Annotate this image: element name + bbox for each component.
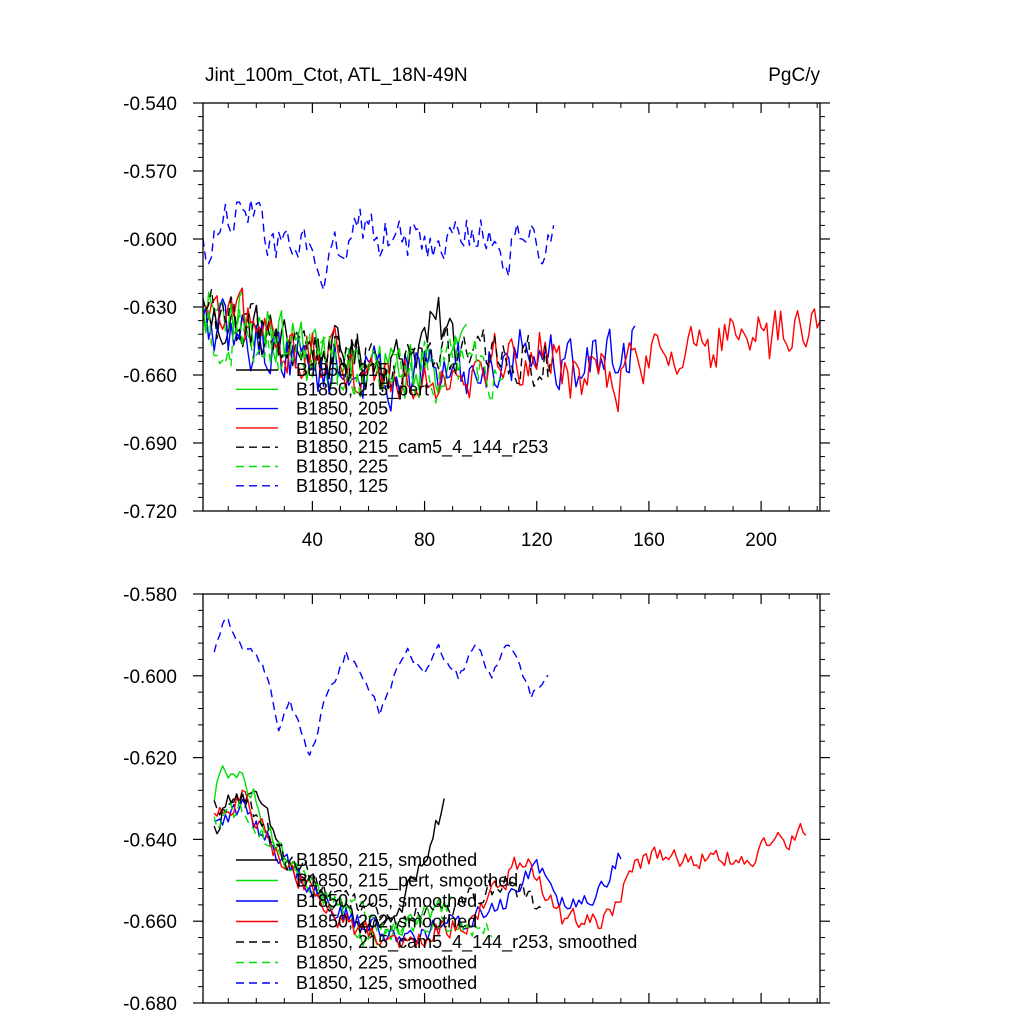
series-line-b1850-225 [202,308,504,404]
legend-label: B1850, 205 [296,399,388,419]
top-panel: Jint_100m_Ctot, ATL_18N-49N PgC/y 40 80 12… [123,65,830,551]
legend-label: B1850, 215 [296,360,388,380]
y-tick-label: -0.540 [123,94,177,115]
y-tick-label: -0.630 [123,298,177,319]
x-tick-label: 200 [745,530,777,551]
series-line-b1850-215-pert-smoothed [213,765,453,947]
legend-label: B1850, 225 [296,457,388,477]
y-tick-label: -0.580 [123,585,177,606]
y-tick-label: -0.600 [123,667,177,688]
y-tick-label: -0.570 [123,162,177,183]
x-tick-label: 160 [633,530,665,551]
x-tick-label: 40 [302,530,323,551]
legend-label: B1850, 215, smoothed [296,850,477,870]
series-line-b1850-202 [202,287,821,413]
legend-label: B1850, 205, smoothed [296,891,477,911]
x-tick-label: 120 [521,530,553,551]
top-panel-title: Jint_100m_Ctot, ATL_18N-49N [205,65,468,86]
top-panel-units: PgC/y [768,65,820,86]
series-line-b1850-202-smoothed [213,789,807,949]
legend-label: B1850, 215_cam5_4_144_r253, smoothed [296,932,637,953]
y-tick-label: -0.660 [123,912,177,933]
legend-label: B1850, 215_pert, smoothed [296,871,518,892]
legend-label: B1850, 225, smoothed [296,953,477,973]
legend-label: B1850, 202 [296,418,388,438]
y-tick-label: -0.660 [123,366,177,387]
bottom-panel: -0.580 -0.600 -0.620 -0.640 -0.660 -0.680 B18… [123,585,830,1015]
legend-label: B1850, 215_cam5_4_144_r253 [296,437,548,458]
legend-label: B1850, 125 [296,476,388,496]
y-tick-label: -0.690 [123,434,177,455]
y-tick-label: -0.680 [123,994,177,1015]
y-tick-label: -0.620 [123,749,177,770]
legend-label: B1850, 202, smoothed [296,912,477,932]
legend-label: B1850, 215_pert [296,379,429,400]
x-tick-label: 80 [414,530,435,551]
bottom-plot-frame [202,593,821,1004]
y-tick-label: -0.720 [123,502,177,523]
series-line-b1850-125 [202,199,555,291]
y-tick-label: -0.600 [123,230,177,251]
legend-label: B1850, 125, smoothed [296,973,477,993]
series-line-b1850-125-smoothed [213,617,549,756]
series-line-b1850-215-cam5-4-144-r253 [202,289,554,395]
y-tick-label: -0.640 [123,830,177,851]
series-line-b1850-225-smoothed [213,799,493,938]
